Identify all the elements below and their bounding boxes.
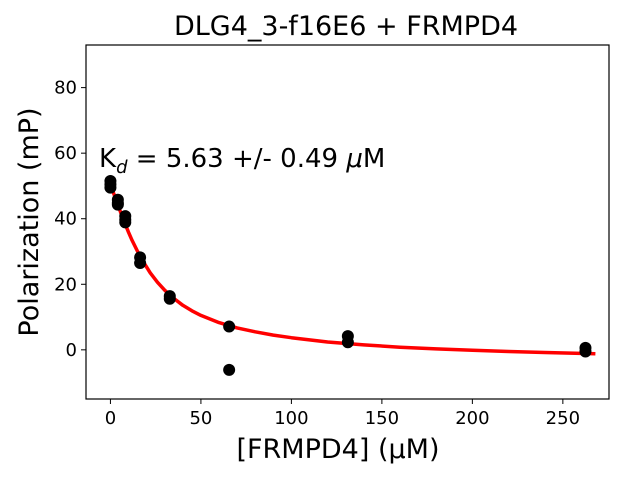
data-point — [104, 181, 117, 194]
plot-area — [104, 175, 596, 376]
y-tick-label: 80 — [54, 78, 77, 99]
kd-annotation-mu: μ — [345, 144, 363, 174]
data-point — [111, 198, 124, 211]
x-axis-label: [FRMPD4] (μM) — [236, 434, 439, 465]
plot-frame — [85, 44, 610, 400]
data-point — [341, 336, 354, 349]
x-tick-label: 200 — [455, 408, 489, 429]
y-axis: 0 20 40 60 80 — [54, 78, 86, 361]
data-point — [134, 256, 147, 269]
kd-annotation-subscript: d — [116, 157, 128, 178]
data-point — [163, 292, 176, 305]
y-tick-label: 40 — [54, 209, 77, 230]
x-tick-label: 100 — [274, 408, 308, 429]
data-point — [223, 363, 236, 376]
y-tick-label: 60 — [54, 143, 77, 164]
kd-annotation-unit: M — [363, 144, 385, 174]
y-axis-label: Polarization (mP) — [14, 107, 45, 336]
x-tick-label: 50 — [189, 408, 212, 429]
kd-annotation-k: K — [99, 144, 117, 174]
chart-title: DLG4_3-f16E6 + FRMPD4 — [174, 11, 518, 42]
data-point — [223, 320, 236, 333]
data-point — [579, 345, 592, 358]
x-tick-label: 150 — [365, 408, 399, 429]
kd-annotation-value: = 5.63 +/- 0.49 — [128, 144, 347, 174]
x-tick-label: 0 — [105, 408, 116, 429]
y-tick-label: 0 — [66, 340, 77, 361]
data-point — [119, 216, 132, 229]
fit-curve — [108, 184, 596, 356]
kd-annotation: Kd = 5.63 +/- 0.49 μM — [99, 144, 385, 178]
y-tick-label: 20 — [54, 274, 77, 295]
x-tick-label: 250 — [546, 408, 580, 429]
x-axis: 0 50 100 150 200 250 — [105, 399, 580, 429]
